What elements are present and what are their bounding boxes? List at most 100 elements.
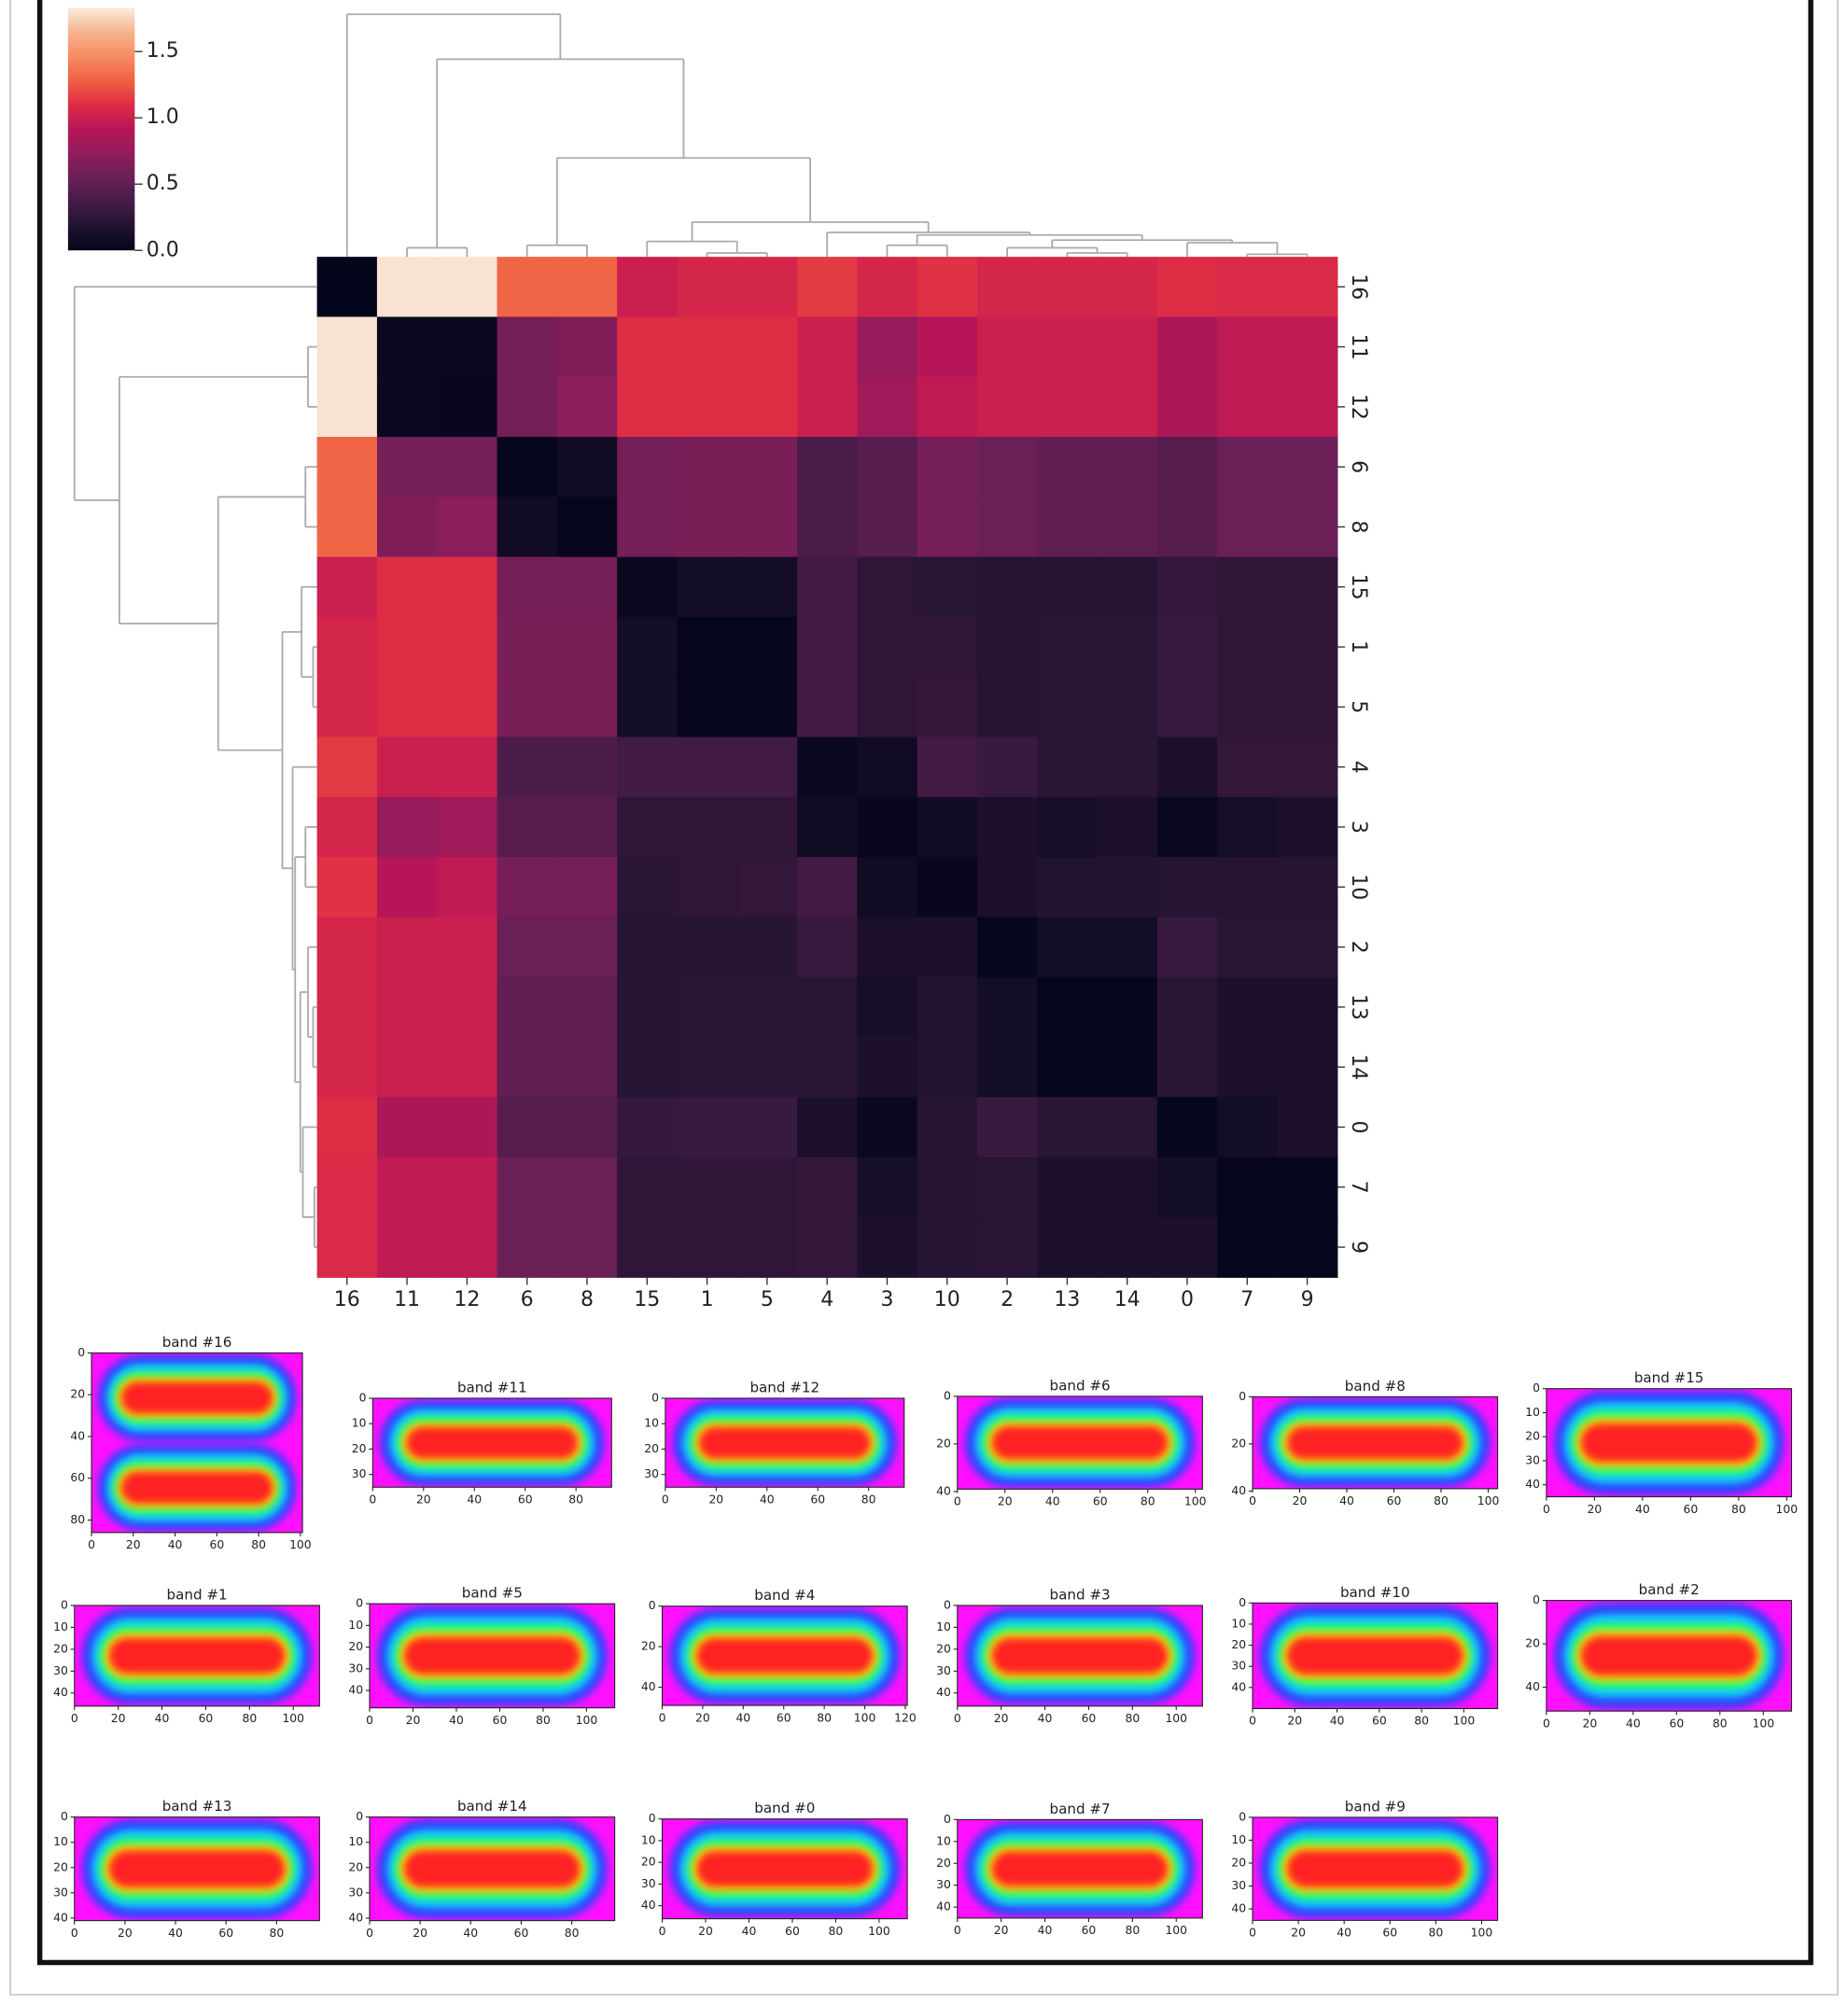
heatmap-cell: [376, 556, 438, 618]
row-label: 13: [1347, 994, 1370, 1020]
heatmap-cell: [617, 917, 679, 978]
heatmap-cell: [556, 437, 618, 498]
heatmap-cell: [376, 1157, 438, 1218]
heatmap-cell: [797, 316, 859, 378]
row-label: 1: [1347, 640, 1370, 653]
heatmap-cell: [1037, 497, 1099, 558]
x-tick-label: 20: [413, 1927, 427, 1940]
x-tick-label: 60: [199, 1712, 214, 1725]
heatmap-cell: [736, 376, 798, 438]
x-tick-label: 40: [1635, 1503, 1650, 1516]
x-tick-label: 0: [954, 1924, 961, 1937]
image-border: [661, 1818, 908, 1920]
x-tick-label: 60: [1082, 1924, 1097, 1937]
heatmap-cell: [976, 1157, 1038, 1218]
x-tick-label: 60: [493, 1714, 508, 1727]
y-tick-label: 30: [53, 1886, 68, 1899]
heatmap-cell: [1277, 437, 1338, 498]
x-tick-label: 20: [1291, 1927, 1306, 1940]
heatmap-cell: [556, 497, 618, 558]
x-tick-label: 80: [1141, 1495, 1155, 1508]
heatmap-cell: [976, 376, 1038, 438]
x-tick-label: 80: [1428, 1927, 1443, 1940]
image-title: band #9: [1345, 1798, 1406, 1815]
y-tick-label: 30: [348, 1661, 363, 1675]
heatmap-cell: [1156, 437, 1218, 498]
y-tick-label: 0: [944, 1598, 951, 1611]
heatmap-cell: [857, 316, 918, 378]
heatmap-cell: [677, 316, 738, 378]
heatmap-cell: [1277, 556, 1338, 618]
outer-frame: [8, 0, 1840, 1996]
x-tick-label: 0: [659, 1925, 666, 1938]
heatmap-cell: [437, 976, 498, 1038]
image-blob: [403, 1636, 581, 1675]
output-frame: [36, 0, 1813, 1966]
x-tick-label: 60: [810, 1493, 825, 1507]
y-tick-label: 40: [53, 1911, 68, 1924]
heatmap-cell: [316, 677, 378, 738]
heatmap-cell: [857, 437, 918, 498]
y-tick-label: 0: [359, 1391, 367, 1404]
x-tick-label: 20: [118, 1927, 133, 1940]
band-image: [1253, 1603, 1498, 1709]
heatmap-cell: [917, 257, 978, 318]
heatmap-cell: [556, 616, 618, 678]
heatmap-cell: [617, 376, 679, 438]
x-tick-label: 80: [568, 1493, 583, 1507]
heatmap-cell: [497, 437, 558, 498]
y-tick-label: 20: [936, 1857, 951, 1870]
x-tick-label: 40: [742, 1925, 757, 1938]
image-border: [369, 1603, 616, 1709]
heatmap-cell: [617, 1216, 679, 1278]
x-tick-label: 80: [1125, 1712, 1140, 1725]
y-tick-label: 60: [70, 1471, 85, 1484]
y-tick-label: 20: [936, 1437, 951, 1450]
heatmap-cell: [917, 857, 978, 918]
x-tick-label: 0: [71, 1927, 78, 1940]
y-tick-label: 20: [641, 1640, 656, 1653]
y-tick-label: 10: [348, 1835, 363, 1848]
heatmap-cell: [1156, 736, 1218, 798]
y-tick-label: 0: [1239, 1390, 1246, 1403]
heatmap-cell: [1277, 976, 1338, 1038]
heatmap-cell: [1217, 677, 1279, 738]
y-tick-label: 0: [1533, 1593, 1540, 1606]
heatmap-cell: [1156, 796, 1218, 858]
x-tick-label: 40: [155, 1712, 170, 1725]
x-tick-label: 100: [1453, 1715, 1476, 1728]
band-image: [957, 1395, 1203, 1490]
heatmap-cell: [1156, 556, 1218, 618]
row-label: 12: [1347, 394, 1370, 420]
heatmap-cell: [316, 376, 378, 438]
image-blob: [1286, 1425, 1463, 1460]
heatmap-cell: [917, 1037, 978, 1099]
x-tick-label: 20: [1287, 1715, 1302, 1728]
image-border: [665, 1397, 905, 1488]
heatmap-cell: [976, 316, 1038, 378]
x-tick-label: 40: [1038, 1712, 1053, 1725]
y-tick-label: 30: [352, 1467, 367, 1480]
col-label: 3: [880, 1288, 893, 1311]
x-tick-label: 100: [1471, 1927, 1493, 1940]
heatmap-cell: [1037, 616, 1099, 678]
y-tick-label: 0: [61, 1810, 68, 1823]
heatmap-cell: [797, 1157, 859, 1218]
row-label: 10: [1347, 874, 1370, 900]
heatmap-cell: [1097, 1216, 1158, 1278]
heatmap-cell: [376, 857, 438, 918]
x-tick-label: 0: [1543, 1503, 1550, 1516]
heatmap-cell: [857, 736, 918, 798]
heatmap-cell: [797, 257, 859, 318]
heatmap-cell: [437, 257, 498, 318]
heatmap-cell: [437, 1216, 498, 1278]
x-tick-label: 80: [1713, 1717, 1728, 1730]
heatmap-cell: [437, 437, 498, 498]
heatmap-cell: [1097, 497, 1158, 558]
image-border: [957, 1818, 1203, 1919]
image-border: [371, 1397, 612, 1488]
heatmap-cell: [976, 1037, 1038, 1099]
heatmap-cell: [376, 1037, 438, 1099]
image-title: band #13: [162, 1798, 232, 1815]
